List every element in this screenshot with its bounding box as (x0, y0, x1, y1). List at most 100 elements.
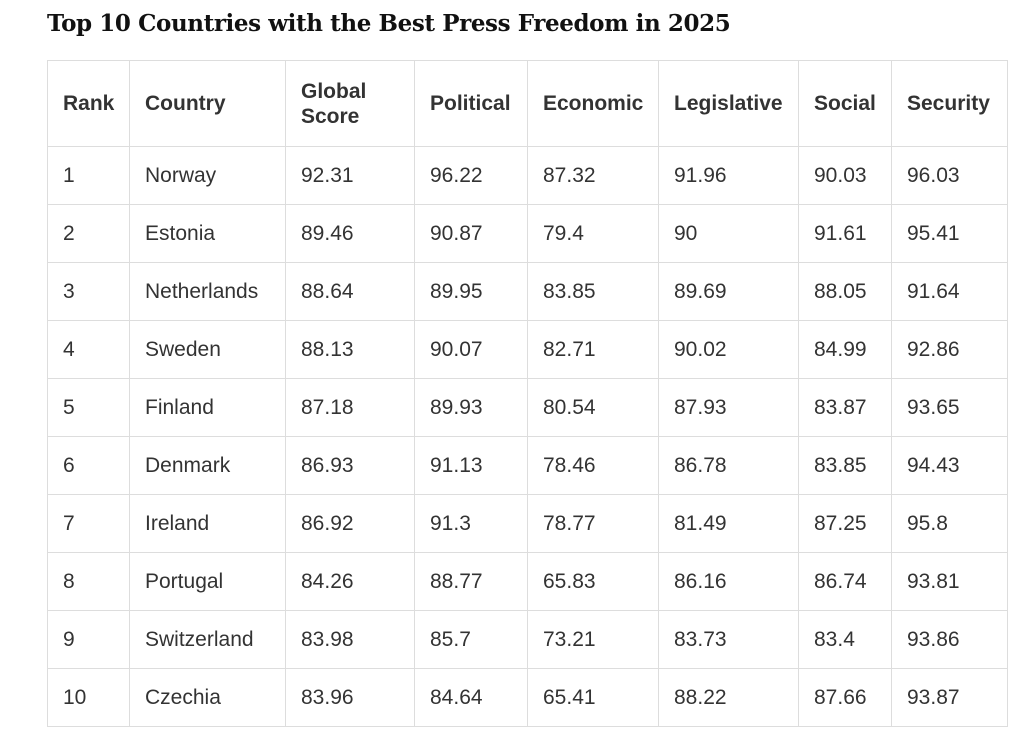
cell-country: Estonia (129, 204, 286, 263)
cell-political: 89.95 (414, 262, 528, 321)
cell-security: 93.87 (891, 668, 1008, 727)
cell-country: Czechia (129, 668, 286, 727)
cell-global-score: 87.18 (285, 378, 415, 437)
cell-global-score: 88.13 (285, 320, 415, 379)
page-title: Top 10 Countries with the Best Press Fre… (47, 10, 731, 37)
column-header-legislative: Legislative (658, 60, 799, 147)
cell-social: 87.25 (798, 494, 892, 553)
cell-economic: 87.32 (527, 146, 659, 205)
cell-security: 92.86 (891, 320, 1008, 379)
cell-global-score: 83.98 (285, 610, 415, 669)
cell-global-score: 88.64 (285, 262, 415, 321)
cell-global-score: 89.46 (285, 204, 415, 263)
cell-social: 87.66 (798, 668, 892, 727)
table-row: 6 Denmark 86.93 91.13 78.46 86.78 83.85 … (47, 436, 1008, 495)
cell-social: 91.61 (798, 204, 892, 263)
cell-country: Ireland (129, 494, 286, 553)
cell-legislative: 86.78 (658, 436, 799, 495)
cell-country: Finland (129, 378, 286, 437)
cell-social: 84.99 (798, 320, 892, 379)
table-row: 2 Estonia 89.46 90.87 79.4 90 91.61 95.4… (47, 204, 1008, 263)
cell-social: 83.4 (798, 610, 892, 669)
table-row: 9 Switzerland 83.98 85.7 73.21 83.73 83.… (47, 610, 1008, 669)
cell-security: 91.64 (891, 262, 1008, 321)
column-header-rank: Rank (47, 60, 130, 147)
cell-political: 90.07 (414, 320, 528, 379)
table-row: 3 Netherlands 88.64 89.95 83.85 89.69 88… (47, 262, 1008, 321)
column-header-political: Political (414, 60, 528, 147)
cell-country: Sweden (129, 320, 286, 379)
cell-country: Portugal (129, 552, 286, 611)
cell-rank: 6 (47, 436, 130, 495)
cell-security: 95.8 (891, 494, 1008, 553)
cell-legislative: 90 (658, 204, 799, 263)
table-header-row: Rank Country Global Score Political Econo… (47, 60, 1008, 147)
cell-political: 89.93 (414, 378, 528, 437)
cell-legislative: 89.69 (658, 262, 799, 321)
cell-social: 83.87 (798, 378, 892, 437)
table-row: 8 Portugal 84.26 88.77 65.83 86.16 86.74… (47, 552, 1008, 611)
cell-economic: 65.83 (527, 552, 659, 611)
cell-economic: 83.85 (527, 262, 659, 321)
cell-legislative: 90.02 (658, 320, 799, 379)
cell-social: 83.85 (798, 436, 892, 495)
cell-legislative: 87.93 (658, 378, 799, 437)
cell-global-score: 84.26 (285, 552, 415, 611)
cell-security: 95.41 (891, 204, 1008, 263)
table-row: 10 Czechia 83.96 84.64 65.41 88.22 87.66… (47, 668, 1008, 727)
column-header-global-score-line2: Score (301, 104, 360, 128)
cell-rank: 5 (47, 378, 130, 437)
cell-security: 96.03 (891, 146, 1008, 205)
cell-security: 93.65 (891, 378, 1008, 437)
cell-global-score: 92.31 (285, 146, 415, 205)
cell-economic: 65.41 (527, 668, 659, 727)
cell-political: 84.64 (414, 668, 528, 727)
column-header-country: Country (129, 60, 286, 147)
cell-political: 85.7 (414, 610, 528, 669)
table-row: 7 Ireland 86.92 91.3 78.77 81.49 87.25 9… (47, 494, 1008, 553)
cell-country: Netherlands (129, 262, 286, 321)
cell-economic: 78.46 (527, 436, 659, 495)
cell-global-score: 83.96 (285, 668, 415, 727)
cell-country: Denmark (129, 436, 286, 495)
column-header-security: Security (891, 60, 1008, 147)
table-row: 1 Norway 92.31 96.22 87.32 91.96 90.03 9… (47, 146, 1008, 205)
cell-legislative: 86.16 (658, 552, 799, 611)
cell-social: 86.74 (798, 552, 892, 611)
cell-rank: 8 (47, 552, 130, 611)
cell-legislative: 91.96 (658, 146, 799, 205)
cell-social: 88.05 (798, 262, 892, 321)
cell-political: 96.22 (414, 146, 528, 205)
table-row: 4 Sweden 88.13 90.07 82.71 90.02 84.99 9… (47, 320, 1008, 379)
cell-rank: 9 (47, 610, 130, 669)
column-header-social: Social (798, 60, 892, 147)
cell-economic: 80.54 (527, 378, 659, 437)
cell-rank: 4 (47, 320, 130, 379)
cell-security: 93.86 (891, 610, 1008, 669)
cell-security: 93.81 (891, 552, 1008, 611)
cell-legislative: 81.49 (658, 494, 799, 553)
cell-country: Norway (129, 146, 286, 205)
press-freedom-table: Rank Country Global Score Political Econo… (47, 60, 1008, 727)
cell-global-score: 86.93 (285, 436, 415, 495)
cell-rank: 10 (47, 668, 130, 727)
table-body: 1 Norway 92.31 96.22 87.32 91.96 90.03 9… (47, 146, 1008, 727)
cell-rank: 3 (47, 262, 130, 321)
cell-economic: 79.4 (527, 204, 659, 263)
cell-economic: 73.21 (527, 610, 659, 669)
cell-legislative: 83.73 (658, 610, 799, 669)
cell-economic: 78.77 (527, 494, 659, 553)
column-header-global-score: Global Score (285, 60, 415, 147)
column-header-global-score-line1: Global (301, 79, 367, 103)
table-row: 5 Finland 87.18 89.93 80.54 87.93 83.87 … (47, 378, 1008, 437)
cell-social: 90.03 (798, 146, 892, 205)
column-header-economic: Economic (527, 60, 659, 147)
cell-country: Switzerland (129, 610, 286, 669)
cell-political: 88.77 (414, 552, 528, 611)
cell-rank: 1 (47, 146, 130, 205)
cell-economic: 82.71 (527, 320, 659, 379)
cell-rank: 7 (47, 494, 130, 553)
cell-political: 90.87 (414, 204, 528, 263)
cell-political: 91.13 (414, 436, 528, 495)
cell-global-score: 86.92 (285, 494, 415, 553)
